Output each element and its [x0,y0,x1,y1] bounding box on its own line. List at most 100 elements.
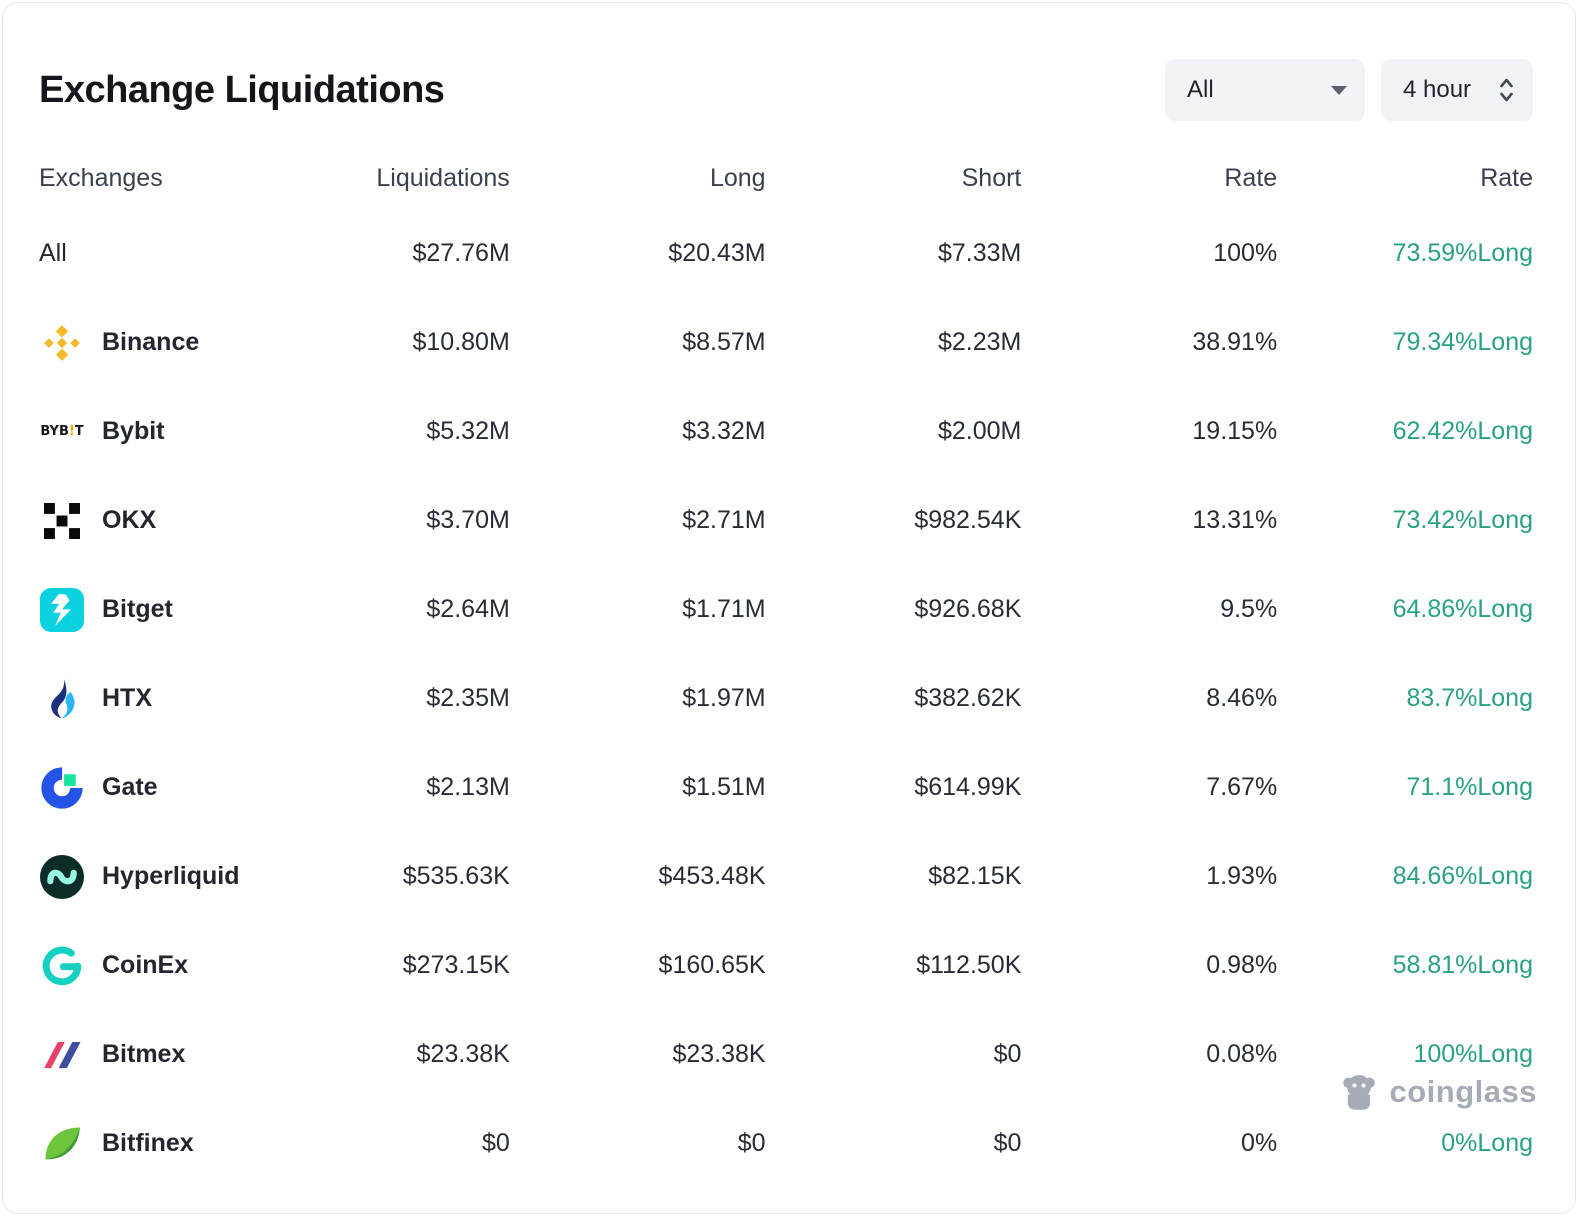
long-rate-value: 71.1%Long [1406,773,1533,801]
filter-controls: All 4 hour [1165,59,1533,121]
gate-icon [39,765,85,811]
liquidations-value: $5.32M [426,417,510,445]
long-value: $453.48K [658,862,766,890]
long-value: $0 [737,1129,766,1157]
exchange-filter-value: All [1187,76,1214,103]
exchange-name: Bitget [102,595,173,623]
bitget-icon [39,587,85,633]
table-row-gate[interactable]: Gate $2.13M $1.51M $614.99K 7.67% 71.1%L… [3,743,1575,832]
exchange-name: Binance [102,328,200,356]
exchange-name: Bybit [102,417,165,445]
liquidations-value: $10.80M [412,328,510,356]
long-value: $20.43M [668,239,766,267]
short-value: $982.54K [914,506,1022,534]
short-value: $2.00M [938,417,1022,445]
timeframe-dropdown[interactable]: 4 hour [1381,59,1533,121]
rate-value: 38.91% [1192,328,1278,356]
binance-icon [39,320,85,366]
rate-value: 8.46% [1206,684,1278,712]
chevron-down-icon [1331,85,1347,95]
exchange-cell: Bitmex [39,1032,254,1078]
exchange-cell: Bitfinex [39,1121,254,1167]
rate-value: 0.98% [1206,951,1278,979]
long-value: $8.57M [682,328,766,356]
exchange-cell: Gate [39,765,254,811]
htx-icon [39,676,85,722]
long-rate-value: 0%Long [1441,1129,1533,1157]
exchange-cell: Binance [39,320,254,366]
long-rate-value: 62.42%Long [1392,417,1533,445]
rate-value: 19.15% [1192,417,1278,445]
short-value: $0 [993,1129,1022,1157]
long-rate-value: 58.81%Long [1392,951,1533,979]
table-row-all[interactable]: All $27.76M $20.43M $7.33M 100% 73.59%Lo… [3,209,1575,298]
coinglass-gorilla-icon [1342,1074,1375,1110]
exchange-cell: OKX [39,498,254,544]
long-value: $3.32M [682,417,766,445]
rate-value: 13.31% [1192,506,1278,534]
table-row-bitget[interactable]: Bitget $2.64M $1.71M $926.68K 9.5% 64.86… [3,565,1575,654]
long-rate-value: 79.34%Long [1392,328,1533,356]
liquidations-value: $273.15K [402,951,510,979]
okx-icon [39,498,85,544]
exchange-name: Hyperliquid [102,862,240,890]
exchange-cell: Bitget [39,587,254,633]
short-value: $7.33M [938,239,1022,267]
long-rate-value: 84.66%Long [1392,862,1533,890]
exchange-name: Gate [102,773,158,801]
coinglass-brand-text: coinglass [1389,1074,1537,1109]
table-row-bitmex[interactable]: Bitmex $23.38K $23.38K $0 0.08% 100%Long [3,1010,1575,1099]
table-row-htx[interactable]: HTX $2.35M $1.97M $382.62K 8.46% 83.7%Lo… [3,654,1575,743]
short-value: $382.62K [914,684,1022,712]
long-value: $23.38K [672,1040,766,1068]
rate-value: 0% [1241,1129,1278,1157]
bybit-icon: BYB!T [40,424,84,439]
table-row-coinex[interactable]: CoinEx $273.15K $160.65K $112.50K 0.98% … [3,921,1575,1010]
liquidations-value: $2.64M [426,595,510,623]
column-header-1-liquidations: Liquidations [376,163,510,192]
short-value: $0 [993,1040,1022,1068]
exchange-filter-dropdown[interactable]: All [1165,59,1365,121]
table-body: All $27.76M $20.43M $7.33M 100% 73.59%Lo… [3,209,1575,1188]
long-value: $2.71M [682,506,766,534]
timeframe-value: 4 hour [1403,76,1472,103]
table-row-bybit[interactable]: BYB!T Bybit $5.32M $3.32M $2.00M 19.15% … [3,387,1575,476]
long-rate-value: 64.86%Long [1392,595,1533,623]
exchange-name: CoinEx [102,951,189,979]
liquidations-value: $2.35M [426,684,510,712]
long-value: $1.97M [682,684,766,712]
rate-value: 0.08% [1206,1040,1278,1068]
column-header-0-exchanges: Exchanges [39,163,163,192]
liquidations-value: $2.13M [426,773,510,801]
page-title: Exchange Liquidations [39,68,445,111]
long-rate-value: 73.42%Long [1392,506,1533,534]
exchange-name: Bitfinex [102,1129,194,1157]
exchange-cell: CoinEx [39,943,254,989]
table-row-hyperliquid[interactable]: Hyperliquid $535.63K $453.48K $82.15K 1.… [3,832,1575,921]
long-rate-value: 73.59%Long [1392,239,1533,267]
liquidations-value: $0 [481,1129,510,1157]
exchange-name: HTX [102,684,152,712]
long-value: $1.51M [682,773,766,801]
short-value: $82.15K [928,862,1022,890]
table-header: Exchanges Liquidations Long Short Rate Rate [3,147,1575,209]
coinglass-watermark: coinglass [1338,1071,1538,1113]
exchange-cell: BYB!T Bybit [39,409,254,455]
table-row-bitfinex[interactable]: Bitfinex $0 $0 $0 0% 0%Long [3,1099,1575,1188]
exchange-name: OKX [102,506,157,534]
exchange-name: All [39,239,67,267]
liquidations-value: $27.76M [412,239,510,267]
table-row-okx[interactable]: OKX $3.70M $2.71M $982.54K 13.31% 73.42%… [3,476,1575,565]
table-row-binance[interactable]: Binance $10.80M $8.57M $2.23M 38.91% 79.… [3,298,1575,387]
exchange-name: Bitmex [102,1040,186,1068]
liquidations-value: $23.38K [416,1040,510,1068]
short-value: $614.99K [914,773,1022,801]
coinex-icon [39,943,85,989]
rate-value: 1.93% [1206,862,1278,890]
rate-value: 9.5% [1220,595,1278,623]
rate-value: 100% [1213,239,1278,267]
short-value: $2.23M [938,328,1022,356]
exchange-cell: HTX [39,676,254,722]
short-value: $926.68K [914,595,1022,623]
